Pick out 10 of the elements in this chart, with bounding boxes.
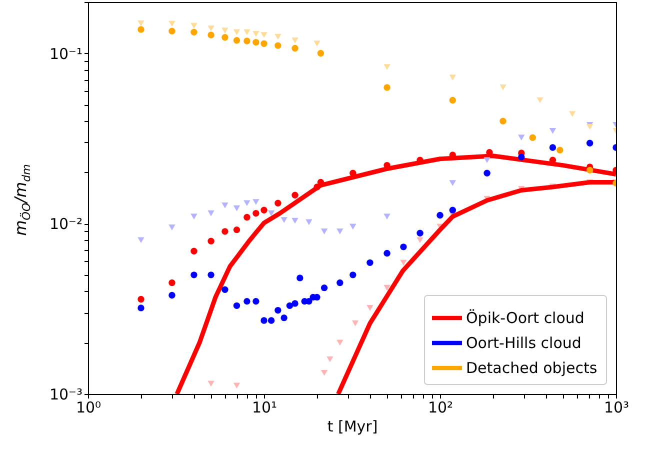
legend-label: Detached objects (466, 359, 598, 377)
x-tick-label: 10¹ (252, 398, 278, 416)
legend-label: Oort-Hills cloud (466, 334, 582, 352)
x-axis-title: t [Myr] (327, 418, 378, 436)
x-tick-label: 10⁰ (76, 398, 102, 416)
y-tick-label: 10⁻¹ (49, 44, 82, 63)
y-tick-label: 10⁻² (49, 215, 82, 234)
x-tick-label: 10³ (604, 398, 630, 416)
legend-label: Öpik-Oort cloud (466, 309, 584, 327)
x-tick-label: 10² (428, 398, 454, 416)
